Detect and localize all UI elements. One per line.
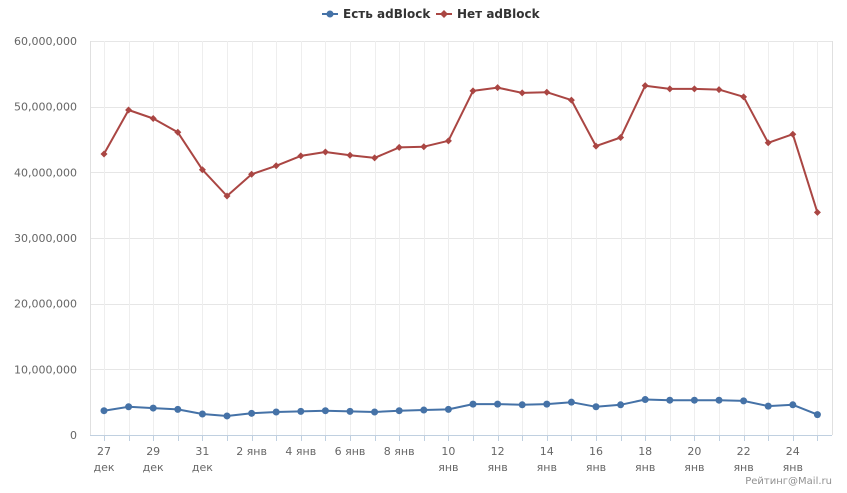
- credit-text[interactable]: Рейтинг@Mail.ru: [745, 476, 832, 487]
- data-point[interactable]: [371, 154, 379, 162]
- data-point[interactable]: [764, 402, 772, 410]
- y-tick-label: 40,000,000: [14, 166, 77, 179]
- data-point[interactable]: [469, 400, 477, 408]
- grid: [90, 41, 833, 436]
- data-point[interactable]: [420, 406, 428, 414]
- data-point[interactable]: [813, 208, 821, 216]
- series-0: [100, 396, 821, 420]
- data-point[interactable]: [198, 410, 206, 418]
- data-point[interactable]: [346, 407, 354, 415]
- data-point[interactable]: [518, 89, 526, 97]
- series-line-0[interactable]: [103, 398, 818, 417]
- data-point[interactable]: [789, 401, 797, 409]
- data-point[interactable]: [567, 96, 575, 104]
- data-point[interactable]: [690, 85, 698, 93]
- data-point[interactable]: [272, 162, 280, 170]
- x-tick-label: 8 янв: [384, 445, 415, 458]
- data-point[interactable]: [149, 404, 157, 412]
- y-tick-label: 0: [70, 429, 77, 442]
- x-tick-label: 10 янв: [438, 445, 458, 474]
- data-point[interactable]: [494, 400, 502, 408]
- y-tick-label: 20,000,000: [14, 298, 77, 311]
- data-point[interactable]: [518, 401, 526, 409]
- data-point[interactable]: [248, 170, 256, 178]
- y-tick-label: 30,000,000: [14, 232, 77, 245]
- data-point[interactable]: [297, 407, 305, 415]
- x-tick-label: 14 янв: [537, 445, 557, 474]
- series-layer: [100, 82, 821, 420]
- data-point[interactable]: [100, 407, 108, 415]
- data-point[interactable]: [764, 139, 772, 147]
- data-point[interactable]: [198, 166, 206, 174]
- x-tick-label: 2 янв: [236, 445, 267, 458]
- legend-marker-icon: [326, 10, 334, 18]
- y-tick-label: 10,000,000: [14, 363, 77, 376]
- data-point[interactable]: [592, 142, 600, 150]
- data-point[interactable]: [641, 82, 649, 90]
- data-point[interactable]: [715, 396, 723, 404]
- data-point[interactable]: [100, 150, 108, 158]
- data-point[interactable]: [149, 114, 157, 122]
- data-point[interactable]: [543, 88, 551, 96]
- data-point[interactable]: [223, 192, 231, 200]
- x-tick-label: 18 янв: [635, 445, 655, 474]
- series-1: [100, 82, 821, 216]
- data-point[interactable]: [690, 396, 698, 404]
- data-point[interactable]: [371, 408, 379, 416]
- x-tick-label: 4 янв: [285, 445, 316, 458]
- data-point[interactable]: [666, 396, 674, 404]
- legend: Есть adBlock Нет adBlock: [322, 7, 541, 21]
- data-point[interactable]: [248, 409, 256, 417]
- data-point[interactable]: [272, 408, 280, 416]
- data-point[interactable]: [740, 93, 748, 101]
- data-point[interactable]: [494, 84, 502, 92]
- x-tick-label: 31 дек: [192, 445, 213, 474]
- data-point[interactable]: [395, 143, 403, 151]
- data-point[interactable]: [223, 412, 231, 420]
- data-point[interactable]: [297, 152, 305, 160]
- data-point[interactable]: [617, 134, 625, 142]
- data-point[interactable]: [789, 130, 797, 138]
- data-point[interactable]: [469, 87, 477, 95]
- legend-item-0[interactable]: Есть adBlock: [322, 7, 431, 21]
- data-point[interactable]: [125, 403, 133, 411]
- legend-item-1[interactable]: Нет adBlock: [436, 7, 541, 21]
- data-point[interactable]: [715, 86, 723, 94]
- data-point[interactable]: [125, 106, 133, 114]
- y-tick-label: 60,000,000: [14, 35, 77, 48]
- data-point[interactable]: [813, 411, 821, 419]
- x-tick-label: 22 янв: [733, 445, 753, 474]
- x-tick-label: 29 дек: [143, 445, 164, 474]
- legend-marker-icon: [440, 10, 448, 18]
- data-point[interactable]: [592, 403, 600, 411]
- data-point[interactable]: [174, 405, 182, 413]
- data-point[interactable]: [444, 137, 452, 145]
- data-point[interactable]: [444, 405, 452, 413]
- x-axis: 27 дек 29 дек 31 дек 2 янв 4 янв 6 янв 8 янв 10 янв…: [90, 435, 832, 474]
- data-point[interactable]: [321, 148, 329, 156]
- data-point[interactable]: [641, 396, 649, 404]
- data-point[interactable]: [420, 143, 428, 151]
- x-tick-label: 27 дек: [93, 445, 114, 474]
- data-point[interactable]: [617, 401, 625, 409]
- x-tick-label: 20 янв: [684, 445, 704, 474]
- x-tick-label: 24 янв: [783, 445, 803, 474]
- data-point[interactable]: [740, 397, 748, 405]
- data-point[interactable]: [321, 407, 329, 415]
- data-point[interactable]: [395, 407, 403, 415]
- legend-label: Нет adBlock: [457, 7, 541, 21]
- data-point[interactable]: [174, 128, 182, 136]
- y-tick-label: 50,000,000: [14, 101, 77, 114]
- data-point[interactable]: [567, 398, 575, 406]
- x-tick-label: 12 янв: [487, 445, 507, 474]
- series-line-1[interactable]: [103, 84, 819, 213]
- data-point[interactable]: [543, 400, 551, 408]
- x-tick-label: 6 янв: [335, 445, 366, 458]
- x-tick-label: 16 янв: [586, 445, 606, 474]
- data-point[interactable]: [346, 151, 354, 159]
- y-axis: 0 10,000,000 20,000,000 30,000,000 40,000,00…: [14, 35, 77, 442]
- legend-label: Есть adBlock: [343, 7, 431, 21]
- data-point[interactable]: [666, 85, 674, 93]
